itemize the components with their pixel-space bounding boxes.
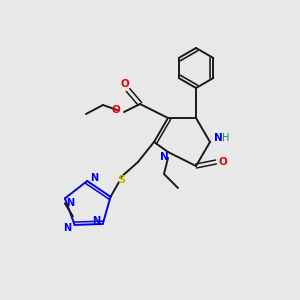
Text: S: S bbox=[117, 175, 125, 185]
Text: N: N bbox=[90, 173, 98, 183]
Text: N: N bbox=[64, 223, 72, 233]
Text: H: H bbox=[222, 133, 230, 143]
Text: O: O bbox=[112, 105, 120, 115]
Text: O: O bbox=[219, 157, 227, 167]
Text: O: O bbox=[121, 79, 129, 89]
Text: N: N bbox=[92, 216, 100, 226]
Text: N: N bbox=[214, 133, 222, 143]
Text: N: N bbox=[66, 198, 74, 208]
Text: N: N bbox=[160, 152, 168, 162]
